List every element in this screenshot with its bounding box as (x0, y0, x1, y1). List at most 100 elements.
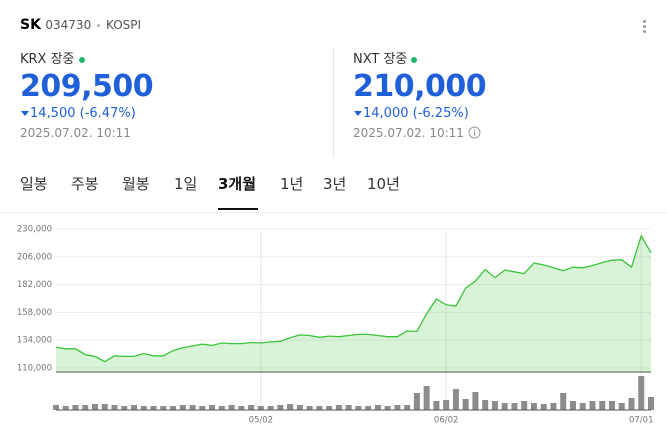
more-menu[interactable] (643, 20, 647, 33)
volume-bar (218, 406, 225, 410)
info-icon[interactable] (468, 126, 481, 139)
x-tick-label: 06/02 (434, 416, 459, 426)
volume-bar (306, 406, 313, 410)
volume-bar (443, 400, 450, 410)
stock-name: SK (20, 17, 41, 33)
volume-bar (394, 405, 401, 410)
volume-bar (267, 406, 274, 410)
period-tab[interactable]: 주봉 (71, 175, 99, 193)
volume-bar (287, 404, 294, 410)
volume-bar (82, 405, 89, 410)
volume-bar (72, 405, 79, 410)
down-arrow (21, 111, 29, 116)
quote-market: KRX 장중 (20, 52, 75, 67)
volume-bar (413, 393, 420, 410)
down-arrow (354, 111, 362, 116)
volume-bar (638, 376, 645, 410)
volume-bar (101, 404, 108, 410)
volume-bar (433, 401, 440, 410)
y-tick-label: 158,000 (17, 308, 52, 318)
volume-bar (199, 406, 206, 410)
period-tab[interactable]: 월봉 (122, 175, 150, 193)
volume-bar (491, 401, 498, 410)
volume-bar (530, 403, 537, 410)
volume-bar (248, 405, 255, 410)
volume-bar (228, 405, 235, 410)
quote-time: 2025.07.02. 10:11 (20, 126, 131, 140)
volume-bar (365, 406, 372, 410)
volume-bar (472, 392, 479, 410)
volume-bar (121, 406, 128, 410)
volume-bar (111, 405, 118, 410)
volume-bar (550, 403, 557, 410)
stock-market: KOSPI (106, 18, 142, 32)
volume-bar (257, 406, 264, 410)
volume-bar (423, 386, 430, 410)
volume-bar (140, 406, 147, 410)
volume-bar (326, 406, 333, 410)
volume-bar (335, 405, 342, 410)
volume-bar (482, 400, 489, 410)
plot-background (0, 227, 667, 412)
y-tick-label: 230,000 (17, 224, 52, 234)
volume-bar (238, 406, 245, 410)
volume-bar (579, 403, 586, 410)
quote-change: 14,500 (30, 106, 76, 121)
y-tick-label: 134,000 (17, 336, 52, 346)
volume-bar (628, 398, 635, 410)
volume-bar (384, 406, 391, 410)
quote-change-pct: (-6.47%) (79, 106, 136, 121)
volume-bar (160, 406, 167, 410)
x-tick-label: 07/01 (629, 416, 654, 426)
volume-bar (150, 406, 157, 410)
y-tick-label: 182,000 (17, 280, 52, 290)
area-fill (56, 235, 651, 372)
volume-bar (618, 403, 625, 410)
price-line (55, 234, 652, 363)
volume-bar (452, 389, 459, 410)
volume-bar (179, 405, 186, 410)
quote-time: 2025.07.02. 10:11 (353, 126, 464, 140)
volume-bar (540, 404, 547, 410)
volume-bar (501, 403, 508, 410)
period-tab[interactable]: 3년 (323, 175, 347, 193)
period-tab[interactable]: 3개월 (218, 175, 257, 193)
volume-bar (170, 406, 177, 410)
volume-bar (404, 405, 411, 410)
stock-header: SK 034730 • KOSPI (20, 17, 142, 33)
y-tick-label: 206,000 (17, 252, 52, 262)
x-tick-label: 05/02 (249, 416, 274, 426)
volume-bar (374, 405, 381, 410)
volume-bar (62, 406, 69, 410)
quote-price: 210,000 (353, 69, 487, 104)
volume-bar (569, 401, 576, 410)
volume-bar (560, 393, 567, 410)
volume-bar (521, 401, 528, 410)
period-tab[interactable]: 1년 (280, 175, 304, 193)
volume-bar (589, 401, 596, 410)
volume-bar (316, 406, 323, 410)
volume-bar (189, 405, 196, 410)
volume-bar (209, 405, 216, 410)
volume-bar (53, 405, 59, 410)
volume-bar (608, 401, 615, 410)
quote-market: NXT 장중 (353, 52, 408, 67)
y-tick-label: 110,000 (17, 363, 52, 373)
quote-krx: KRX 장중 209,500 14,500 (-6.47%) 2025.07.0… (20, 48, 154, 140)
period-tab[interactable]: 1일 (174, 175, 198, 193)
stock-code: 034730 (45, 18, 92, 32)
volume-bar (648, 397, 654, 410)
volume-bar (277, 405, 284, 410)
volume-bar (355, 406, 362, 410)
volume-bar (296, 405, 303, 410)
volume-bar (599, 401, 606, 410)
volume-bar (462, 399, 469, 410)
volume-bar (511, 403, 518, 410)
volume-bar (345, 405, 352, 410)
volume-bar (92, 404, 99, 410)
period-tab[interactable]: 일봉 (20, 175, 48, 193)
period-tab[interactable]: 10년 (367, 175, 400, 193)
quote-price: 209,500 (20, 69, 154, 104)
